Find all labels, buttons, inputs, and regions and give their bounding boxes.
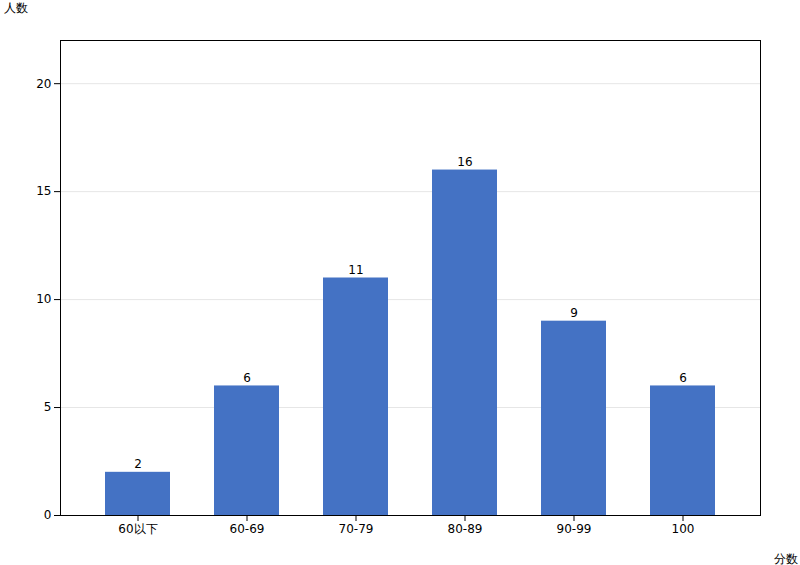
svg-text:70-79: 70-79 (339, 522, 374, 536)
svg-text:60-69: 60-69 (230, 522, 265, 536)
svg-text:60以下: 60以下 (118, 522, 157, 536)
svg-text:0: 0 (44, 508, 52, 522)
svg-text:16: 16 (457, 155, 472, 169)
svg-text:2: 2 (134, 457, 142, 471)
svg-text:10: 10 (36, 292, 51, 306)
svg-text:15: 15 (36, 184, 51, 198)
svg-text:100: 100 (672, 522, 695, 536)
svg-text:分数: 分数 (774, 552, 798, 565)
svg-text:6: 6 (243, 371, 251, 385)
svg-text:80-89: 80-89 (448, 522, 483, 536)
svg-text:20: 20 (36, 77, 51, 91)
svg-text:5: 5 (44, 400, 52, 414)
svg-text:人数: 人数 (4, 1, 28, 15)
svg-text:11: 11 (348, 263, 363, 277)
svg-text:90-99: 90-99 (557, 522, 592, 536)
svg-text:9: 9 (570, 306, 578, 320)
svg-text:6: 6 (679, 371, 687, 385)
